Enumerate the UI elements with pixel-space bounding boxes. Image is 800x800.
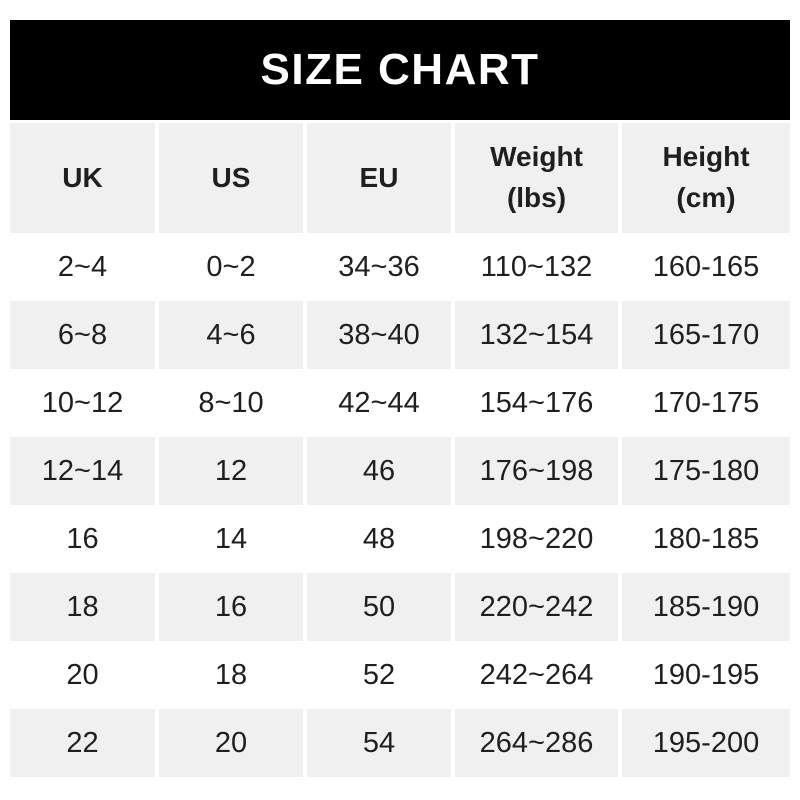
cell-weight: 264~286 xyxy=(455,709,618,777)
cell-eu: 34~36 xyxy=(338,250,420,283)
cell-eu: 48 xyxy=(362,522,396,555)
cell-us: 12 xyxy=(159,437,303,505)
cell-weight: 198~220 xyxy=(479,522,594,555)
cell-eu: 54 xyxy=(307,709,451,777)
column-header-weight: Weight (lbs) xyxy=(455,123,618,233)
cell-height: 190-195 xyxy=(652,658,760,691)
cell-us: 20 xyxy=(159,709,303,777)
column-header-uk: UK xyxy=(10,123,155,233)
cell-uk: 2~4 xyxy=(57,250,108,283)
cell-weight: 110~132 xyxy=(480,250,593,283)
cell-uk: 18 xyxy=(10,573,155,641)
size-table: UK US EU Weight (lbs) Height (cm) 2~4 0~… xyxy=(10,123,790,777)
size-chart-page: SIZE CHART UK US EU Weight (lbs) Height … xyxy=(10,20,790,777)
cell-eu: 42~44 xyxy=(338,386,420,419)
cell-us: 14 xyxy=(214,522,248,555)
cell-eu: 46 xyxy=(307,437,451,505)
cell-height: 175-180 xyxy=(622,437,790,505)
cell-height: 180-185 xyxy=(652,522,760,555)
cell-uk: 20 xyxy=(66,658,99,691)
cell-us: 18 xyxy=(214,658,248,691)
cell-weight: 176~198 xyxy=(455,437,618,505)
cell-weight: 242~264 xyxy=(479,658,594,691)
cell-uk: 6~8 xyxy=(10,301,155,369)
cell-height: 195-200 xyxy=(622,709,790,777)
cell-weight: 132~154 xyxy=(455,301,618,369)
cell-us: 4~6 xyxy=(159,301,303,369)
title-banner: SIZE CHART xyxy=(10,20,790,120)
cell-height: 160-165 xyxy=(652,250,760,283)
column-header-height: Height (cm) xyxy=(622,123,790,233)
column-header-eu: EU xyxy=(307,123,451,233)
cell-eu: 52 xyxy=(362,658,396,691)
cell-height: 165-170 xyxy=(622,301,790,369)
cell-height: 185-190 xyxy=(622,573,790,641)
cell-uk: 16 xyxy=(66,522,99,555)
cell-us: 16 xyxy=(159,573,303,641)
cell-height: 170-175 xyxy=(652,386,760,419)
cell-uk: 10~12 xyxy=(41,386,124,419)
cell-uk: 12~14 xyxy=(10,437,155,505)
cell-uk: 22 xyxy=(10,709,155,777)
cell-weight: 154~176 xyxy=(479,386,594,419)
cell-eu: 38~40 xyxy=(307,301,451,369)
cell-weight: 220~242 xyxy=(455,573,618,641)
cell-us: 8~10 xyxy=(198,386,264,419)
cell-eu: 50 xyxy=(307,573,451,641)
page-title: SIZE CHART xyxy=(260,45,540,94)
column-header-us: US xyxy=(159,123,303,233)
cell-us: 0~2 xyxy=(206,250,256,283)
